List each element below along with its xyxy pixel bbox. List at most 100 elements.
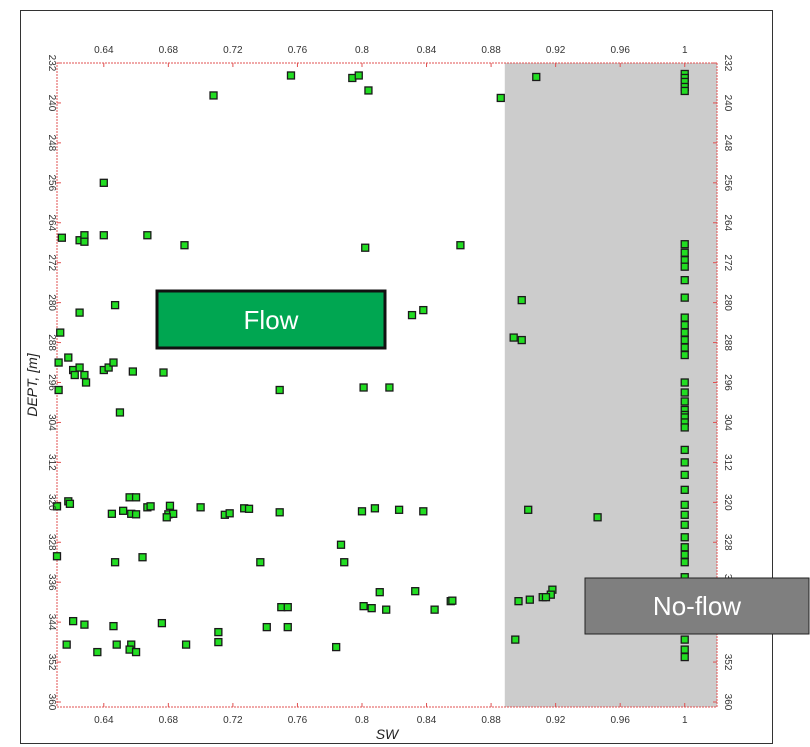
y-tick-label-left: 240: [46, 95, 57, 112]
y-tick-label-right: 352: [722, 654, 733, 671]
y-tick-label-right: 232: [722, 55, 733, 72]
y-tick-label-right: 296: [722, 374, 733, 391]
data-point: [75, 308, 84, 317]
data-point: [680, 86, 689, 96]
data-point: [456, 241, 465, 250]
data-point: [332, 642, 341, 652]
data-point: [54, 385, 63, 395]
data-point: [157, 618, 167, 628]
data-point: [680, 350, 689, 360]
y-tick-label-left: 304: [46, 414, 57, 431]
data-point: [680, 445, 689, 455]
data-point: [680, 485, 689, 494]
data-point: [680, 397, 689, 406]
no-flow-annotation-label: No-flow: [653, 591, 741, 621]
no-flow-annotation-box: [584, 577, 810, 635]
y-tick-label-right: 288: [722, 334, 733, 351]
x-tick-label-top: 0.84: [417, 45, 437, 56]
data-point: [275, 385, 284, 395]
y-tick-labels-right: 232 240 248 256 264 272 280 288 296 304 312 320 328 3…: [722, 55, 733, 711]
y-tick-label-left: 336: [46, 574, 57, 591]
data-point: [364, 86, 373, 95]
data-point: [209, 91, 218, 100]
y-tick-label-left: 232: [46, 55, 57, 72]
data-point: [407, 310, 417, 320]
y-tick-label-left: 296: [46, 374, 57, 391]
data-point: [104, 363, 113, 372]
data-point: [511, 635, 520, 644]
x-tick-labels-top: 0.64 0.68 0.72 0.76 0.8 0.84 0.88 0.92 0.96 1: [94, 45, 688, 56]
data-point: [680, 510, 689, 519]
flow-annotation: Flow: [155, 289, 387, 350]
y-tick-label-right: 280: [722, 294, 733, 311]
data-point: [680, 635, 689, 644]
data-point: [336, 540, 346, 549]
x-axis-title: SW: [376, 726, 400, 742]
y-tick-label-left: 312: [46, 454, 57, 471]
data-point: [131, 510, 141, 519]
data-point: [680, 558, 689, 567]
y-tick-label-left: 256: [46, 174, 57, 191]
x-tick-label-bottom: 0.64: [94, 715, 114, 726]
data-point: [262, 622, 271, 632]
data-point: [385, 383, 394, 392]
data-point: [359, 602, 368, 611]
data-point: [357, 507, 367, 516]
data-point: [532, 72, 541, 82]
y-tick-label-right: 256: [722, 174, 733, 191]
data-point: [283, 603, 292, 612]
y-tick-label-right: 240: [722, 95, 733, 112]
data-point: [162, 513, 171, 522]
data-point: [225, 509, 234, 518]
y-tick-label-right: 304: [722, 414, 733, 431]
data-point: [361, 243, 370, 252]
x-tick-label-top: 0.8: [355, 45, 369, 56]
y-tick-label-left: 344: [46, 614, 57, 631]
data-point: [196, 503, 205, 512]
flow-annotation-box: [155, 289, 387, 350]
x-tick-label-bottom: 0.68: [159, 715, 179, 726]
y-tick-label-left: 320: [46, 494, 57, 511]
data-point: [214, 627, 223, 637]
data-point: [375, 588, 384, 597]
data-point: [110, 558, 120, 567]
data-point: [70, 370, 79, 380]
chart-frame: 0.64 0.68 0.72 0.76 0.8 0.84 0.88 0.92 0.96 1 0.6…: [20, 10, 773, 744]
data-point: [680, 470, 689, 480]
data-point: [119, 506, 128, 515]
data-point: [359, 383, 368, 392]
data-point: [180, 241, 189, 250]
data-point: [109, 358, 118, 367]
y-tick-label-right: 264: [722, 214, 733, 231]
data-point: [99, 231, 108, 240]
x-tick-label-bottom: 0.96: [610, 715, 630, 726]
data-point: [128, 367, 137, 376]
data-point: [680, 458, 689, 467]
data-point: [109, 621, 118, 631]
y-tick-label-right: 272: [722, 254, 733, 271]
data-point: [525, 595, 534, 604]
x-tick-label-bottom: 0.88: [481, 715, 501, 726]
data-point: [680, 423, 689, 432]
data-point: [75, 363, 84, 372]
data-point: [52, 502, 62, 511]
x-tick-label-bottom: 1: [682, 715, 688, 726]
data-point: [514, 597, 523, 606]
data-point: [56, 328, 65, 337]
data-point: [354, 71, 363, 80]
x-tick-label-top: 0.72: [223, 45, 243, 56]
data-point: [680, 262, 689, 271]
data-point: [382, 605, 391, 614]
data-point: [286, 71, 296, 80]
data-point: [165, 501, 175, 510]
data-point: [80, 237, 89, 246]
data-point: [112, 640, 121, 649]
data-point: [448, 596, 457, 605]
x-tick-label-top: 0.92: [546, 45, 566, 56]
x-tick-label-bottom: 0.92: [546, 715, 566, 726]
y-tick-label-left: 248: [46, 135, 57, 152]
x-tick-label-top: 1: [682, 45, 688, 56]
data-point: [110, 300, 120, 310]
data-point: [517, 295, 526, 305]
y-tick-label-left: 360: [46, 694, 57, 711]
